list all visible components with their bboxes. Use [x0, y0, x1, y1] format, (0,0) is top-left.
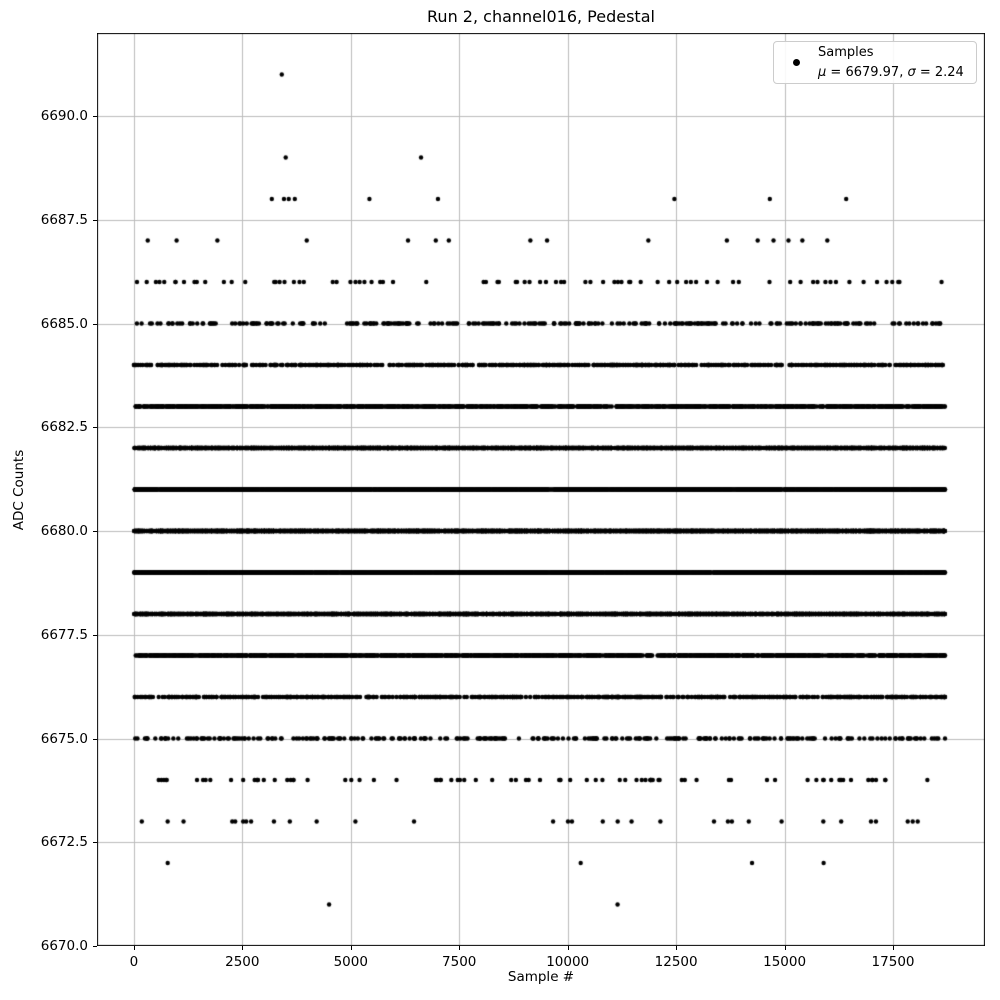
y-tick-mark — [93, 219, 97, 221]
mu-symbol: μ — [818, 64, 827, 80]
legend-text: Samples μ = 6679.97, σ = 2.24 — [818, 43, 964, 82]
y-tick-mark — [93, 116, 97, 117]
sample-marker-icon — [792, 59, 800, 66]
y-tick-mark — [93, 634, 97, 636]
y-tick-label: 6670.0 — [40, 938, 88, 954]
y-tick-label: 6682.5 — [40, 419, 88, 436]
y-tick-mark — [93, 427, 97, 429]
x-tick-label: 10000 — [546, 954, 590, 970]
x-tick-mark — [242, 946, 244, 950]
y-tick-mark — [93, 842, 97, 844]
y-tick-label: 6680.0 — [40, 523, 88, 539]
y-tick-label: 6677.5 — [40, 626, 88, 643]
x-tick-label: 2500 — [225, 954, 260, 970]
x-tick-label: 7500 — [442, 954, 477, 970]
y-tick-mark — [93, 946, 97, 947]
y-tick-mark — [93, 531, 97, 532]
y-tick-label: 6687.5 — [40, 211, 88, 228]
mu-value: = 6679.97, — [826, 64, 908, 80]
x-tick-mark — [459, 946, 461, 950]
x-tick-mark — [567, 946, 569, 950]
sigma-value: = 2.24 — [915, 64, 964, 80]
x-tick-mark — [893, 946, 895, 950]
sigma-symbol: σ — [907, 64, 916, 80]
x-tick-label: 15000 — [763, 954, 807, 970]
plot-canvas — [97, 33, 985, 946]
y-tick-label: 6675.0 — [40, 730, 88, 747]
y-tick-label: 6690.0 — [40, 108, 88, 124]
legend-stats-line: μ = 6679.97, σ = 2.24 — [818, 63, 964, 83]
legend-series-label: Samples — [818, 45, 874, 60]
x-axis-label: Sample # — [507, 969, 575, 985]
legend: Samples μ = 6679.97, σ = 2.24 — [773, 41, 977, 84]
chart-title: Run 2, channel016, Pedestal — [427, 7, 655, 26]
y-tick-label: 6685.0 — [40, 315, 88, 332]
x-tick-label: 5000 — [333, 954, 368, 970]
x-tick-mark — [133, 946, 135, 950]
x-tick-mark — [676, 946, 678, 950]
x-tick-label: 0 — [129, 954, 139, 970]
y-tick-label: 6672.5 — [40, 834, 88, 851]
legend-marker-cell — [774, 59, 818, 66]
y-tick-mark — [93, 738, 97, 740]
x-tick-label: 17500 — [871, 954, 915, 970]
x-tick-mark — [350, 946, 352, 950]
y-axis-label: ADC Counts — [11, 449, 27, 531]
y-tick-mark — [93, 323, 97, 325]
x-tick-mark — [784, 946, 786, 950]
x-tick-label: 12500 — [654, 954, 698, 970]
